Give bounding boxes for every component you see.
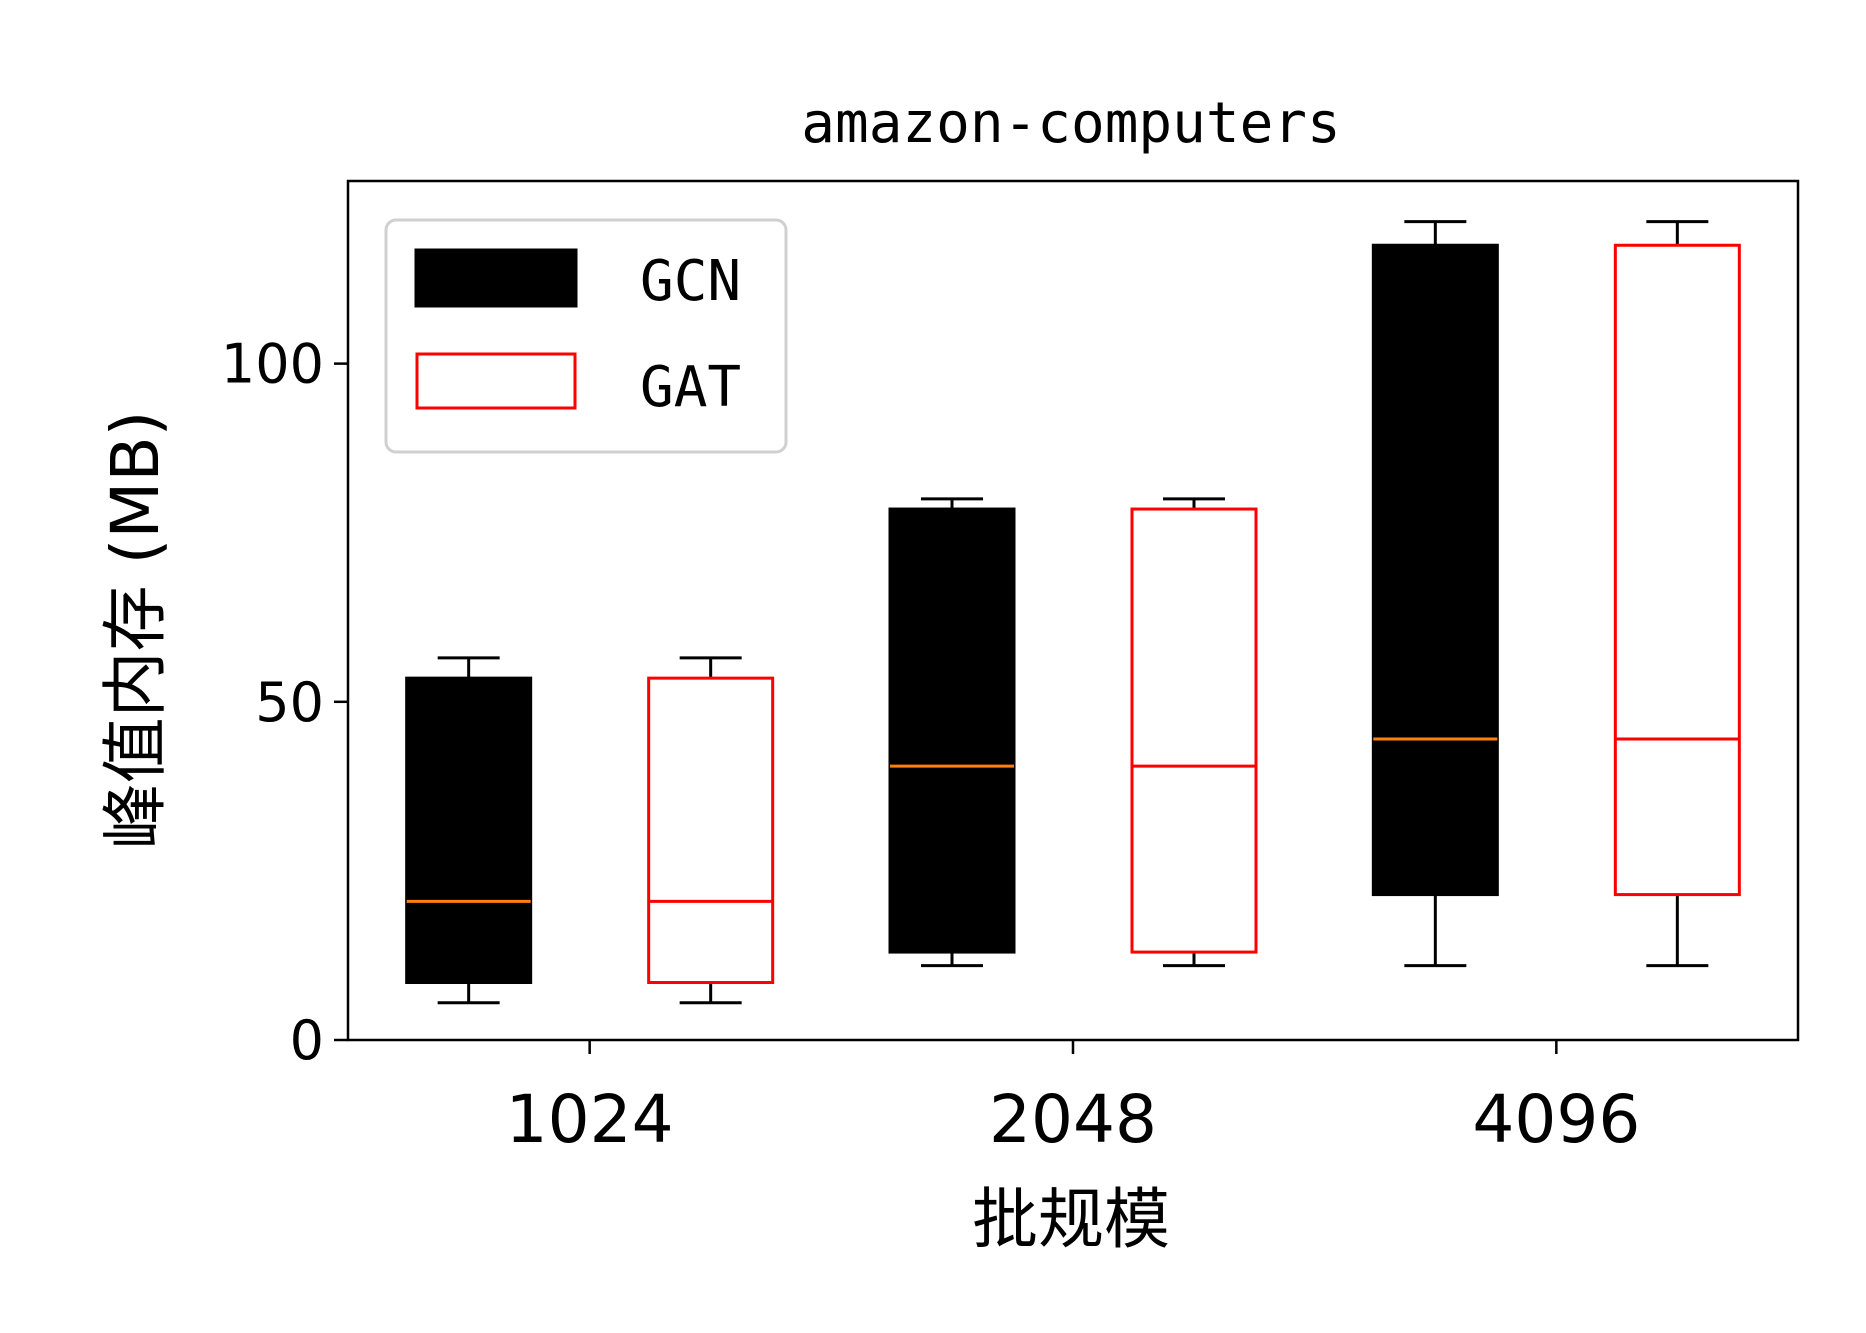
chart-title: amazon-computers	[801, 91, 1340, 156]
legend-label-gcn: GCN	[640, 249, 741, 314]
x-tick-label: 1024	[506, 1081, 674, 1158]
legend: GCN GAT	[384, 218, 788, 454]
legend-label-gat: GAT	[640, 355, 741, 420]
box-gat-1024	[647, 656, 775, 1005]
box-iqr	[1613, 243, 1741, 897]
box-gat-4096	[1613, 220, 1741, 968]
plot-area	[405, 220, 1741, 1005]
y-axis-label: 峰值内存 (MB)	[97, 411, 174, 850]
y-tick-label: 50	[255, 671, 324, 734]
box-iqr	[1371, 243, 1499, 897]
y-axis: 0 50 100	[221, 333, 348, 1072]
box-iqr	[1130, 507, 1258, 954]
y-tick-label: 100	[221, 333, 324, 396]
box-iqr	[888, 507, 1016, 954]
x-tick-label: 2048	[989, 1081, 1157, 1158]
box-gat-2048	[1130, 497, 1258, 968]
box-iqr	[405, 676, 533, 985]
box-gcn-2048	[888, 497, 1016, 968]
y-tick-label: 0	[290, 1009, 324, 1072]
x-axis-label: 批规模	[972, 1181, 1170, 1258]
x-tick-label: 4096	[1472, 1081, 1640, 1158]
box-gcn-4096	[1371, 220, 1499, 968]
x-axis: 1024 2048 4096	[506, 1040, 1640, 1158]
box-iqr	[647, 676, 775, 985]
box-gcn-1024	[405, 656, 533, 1005]
legend-swatch-gcn	[414, 248, 578, 308]
legend-swatch-gat	[415, 352, 577, 410]
